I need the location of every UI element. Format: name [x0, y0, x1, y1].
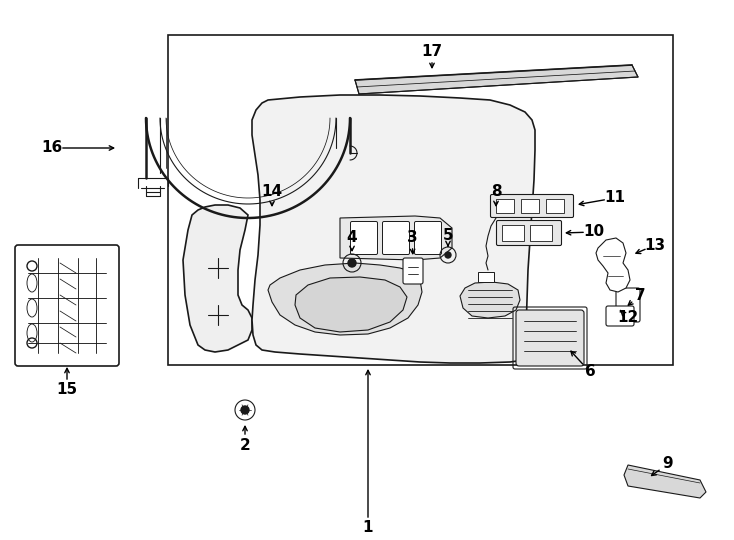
Polygon shape	[596, 238, 630, 292]
Circle shape	[348, 259, 356, 267]
FancyBboxPatch shape	[15, 245, 119, 366]
Bar	[168, 35, 673, 365]
Bar	[478, 272, 494, 282]
Text: 8: 8	[491, 185, 501, 199]
Polygon shape	[295, 277, 407, 332]
Circle shape	[445, 252, 451, 258]
FancyBboxPatch shape	[606, 306, 634, 326]
Bar	[521, 199, 539, 213]
Text: 14: 14	[261, 185, 283, 199]
Text: 1: 1	[363, 521, 374, 536]
Text: 2: 2	[239, 437, 250, 453]
FancyBboxPatch shape	[351, 221, 377, 254]
Text: 7: 7	[635, 287, 645, 302]
Bar	[502, 225, 524, 241]
Text: 15: 15	[57, 382, 78, 397]
Polygon shape	[268, 263, 422, 335]
Bar	[496, 199, 514, 213]
Circle shape	[241, 406, 249, 414]
Text: 4: 4	[346, 231, 357, 246]
Text: 6: 6	[584, 364, 595, 380]
Text: 12: 12	[617, 310, 639, 326]
FancyBboxPatch shape	[616, 288, 640, 322]
Bar	[530, 225, 552, 241]
Text: 16: 16	[41, 140, 62, 156]
Text: 9: 9	[663, 456, 673, 471]
Polygon shape	[252, 95, 535, 363]
FancyBboxPatch shape	[382, 221, 410, 254]
FancyBboxPatch shape	[415, 221, 441, 254]
Text: 13: 13	[644, 238, 666, 253]
Text: 11: 11	[605, 191, 625, 206]
Text: 3: 3	[407, 231, 418, 246]
FancyBboxPatch shape	[496, 220, 562, 246]
Bar	[546, 199, 564, 213]
Text: 17: 17	[421, 44, 443, 59]
FancyBboxPatch shape	[403, 258, 423, 284]
FancyBboxPatch shape	[516, 310, 584, 366]
Text: 5: 5	[443, 227, 454, 242]
Polygon shape	[340, 216, 452, 260]
Polygon shape	[624, 465, 706, 498]
FancyBboxPatch shape	[490, 194, 573, 218]
Polygon shape	[355, 65, 638, 94]
Text: 10: 10	[584, 225, 605, 240]
Polygon shape	[460, 282, 520, 318]
Polygon shape	[183, 205, 252, 352]
